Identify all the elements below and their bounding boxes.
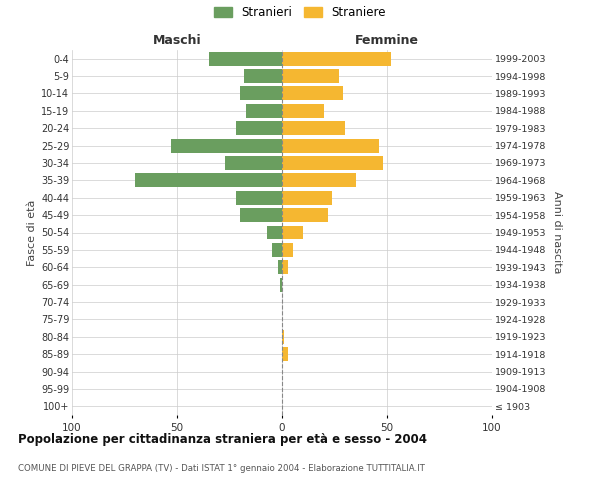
- Bar: [240, 208, 282, 222]
- Bar: [282, 138, 379, 152]
- Bar: [282, 174, 355, 188]
- Bar: [282, 208, 328, 222]
- Bar: [282, 191, 332, 204]
- Legend: Stranieri, Straniere: Stranieri, Straniere: [214, 6, 386, 19]
- Bar: [282, 86, 343, 101]
- Bar: [240, 86, 282, 101]
- Bar: [282, 52, 391, 66]
- Text: COMUNE DI PIEVE DEL GRAPPA (TV) - Dati ISTAT 1° gennaio 2004 - Elaborazione TUTT: COMUNE DI PIEVE DEL GRAPPA (TV) - Dati I…: [18, 464, 425, 473]
- Bar: [282, 347, 289, 361]
- Y-axis label: Anni di nascita: Anni di nascita: [552, 191, 562, 274]
- Bar: [209, 52, 282, 66]
- Y-axis label: Fasce di età: Fasce di età: [26, 200, 37, 266]
- Bar: [282, 226, 303, 239]
- Text: Femmine: Femmine: [355, 34, 419, 48]
- Bar: [282, 260, 289, 274]
- Bar: [171, 138, 282, 152]
- Bar: [236, 122, 282, 135]
- Bar: [236, 191, 282, 204]
- Bar: [282, 104, 324, 118]
- Bar: [282, 122, 345, 135]
- Bar: [271, 243, 282, 257]
- Bar: [282, 243, 293, 257]
- Text: Maschi: Maschi: [152, 34, 202, 48]
- Text: Popolazione per cittadinanza straniera per età e sesso - 2004: Popolazione per cittadinanza straniera p…: [18, 432, 427, 446]
- Bar: [244, 69, 282, 83]
- Bar: [280, 278, 282, 291]
- Bar: [226, 156, 282, 170]
- Bar: [247, 104, 282, 118]
- Bar: [278, 260, 282, 274]
- Bar: [282, 156, 383, 170]
- Bar: [282, 330, 284, 344]
- Bar: [135, 174, 282, 188]
- Bar: [282, 69, 338, 83]
- Bar: [268, 226, 282, 239]
